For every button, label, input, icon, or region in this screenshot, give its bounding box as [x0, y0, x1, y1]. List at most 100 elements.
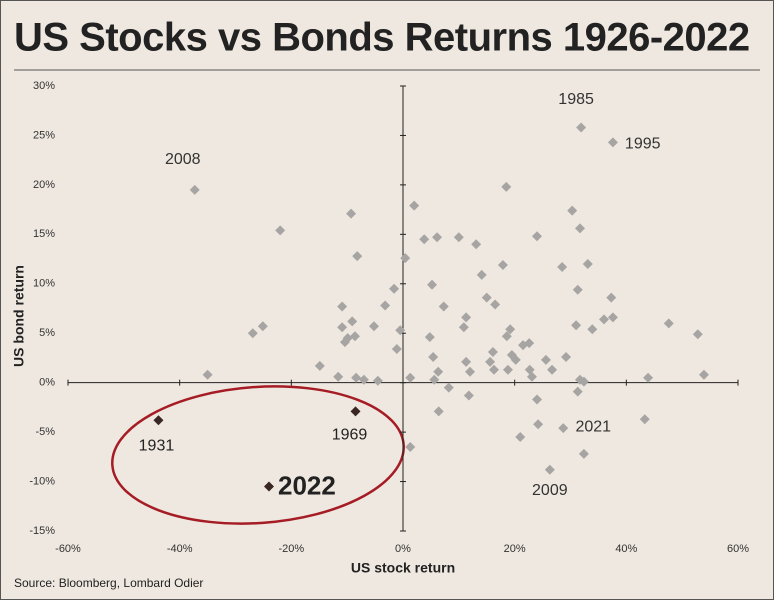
- y-tick-label: -15%: [29, 525, 55, 537]
- point: [427, 279, 438, 290]
- point: [561, 351, 572, 362]
- point: [189, 184, 200, 195]
- point: [257, 321, 268, 332]
- point: [524, 338, 535, 349]
- annotation: 2021: [575, 418, 611, 435]
- point: [643, 372, 654, 383]
- point: [571, 320, 582, 331]
- point: [333, 371, 344, 382]
- point: [540, 354, 551, 365]
- y-tick-label: 25%: [33, 129, 55, 141]
- point: [576, 122, 587, 133]
- annotation: 1985: [558, 91, 594, 108]
- point: [405, 441, 416, 452]
- point: [587, 324, 598, 335]
- point: [358, 374, 369, 385]
- highlight-label: 1969: [332, 427, 368, 444]
- point: [405, 372, 416, 383]
- x-tick-label: -20%: [278, 543, 304, 555]
- point: [389, 283, 400, 294]
- point: [663, 318, 674, 329]
- point: [372, 375, 383, 386]
- point: [337, 301, 348, 312]
- point: [275, 225, 286, 236]
- point: [424, 332, 435, 343]
- point: [578, 376, 589, 387]
- point: [599, 314, 609, 325]
- point: [346, 208, 357, 219]
- point: [476, 269, 487, 280]
- point: [419, 234, 430, 245]
- point: [485, 356, 496, 367]
- point: [433, 366, 444, 377]
- point: [337, 322, 348, 333]
- point: [351, 372, 362, 383]
- point: [458, 322, 469, 333]
- point: [487, 347, 498, 358]
- point: [433, 406, 444, 417]
- x-tick-label: -40%: [167, 543, 193, 555]
- annotation: 2009: [532, 482, 568, 499]
- point: [572, 284, 583, 295]
- x-tick-label: 40%: [615, 543, 637, 555]
- point: [202, 369, 213, 380]
- point: [558, 423, 569, 434]
- point: [532, 231, 542, 242]
- point: [505, 324, 516, 335]
- point: [567, 205, 578, 216]
- y-tick-label: 15%: [33, 228, 55, 240]
- point: [533, 419, 544, 430]
- point: [409, 200, 420, 211]
- point: [502, 364, 513, 375]
- x-tick-label: 0%: [395, 543, 411, 555]
- point: [391, 344, 402, 355]
- point: [490, 299, 501, 310]
- point: [582, 259, 593, 269]
- y-tick-label: 0%: [39, 377, 55, 389]
- y-tick-label: -5%: [35, 426, 55, 438]
- point: [461, 356, 472, 367]
- y-tick-label: 30%: [33, 80, 55, 92]
- point: [572, 386, 583, 397]
- annotation: 2008: [165, 151, 201, 168]
- point: [547, 364, 558, 375]
- point: [347, 316, 358, 327]
- highlight-point: [153, 415, 164, 426]
- point: [481, 292, 492, 303]
- point: [510, 354, 521, 365]
- point: [465, 366, 475, 377]
- point: [349, 331, 360, 342]
- point: [501, 331, 512, 342]
- y-tick-label: 20%: [33, 179, 55, 191]
- point: [432, 232, 443, 243]
- point: [471, 239, 482, 250]
- point: [692, 329, 703, 340]
- point: [578, 448, 589, 459]
- highlight-point: [350, 406, 361, 417]
- point: [544, 464, 555, 475]
- point: [698, 369, 709, 380]
- point: [526, 371, 537, 382]
- point: [395, 325, 406, 336]
- y-tick-label: -10%: [29, 475, 55, 487]
- point: [380, 300, 391, 311]
- point: [497, 259, 508, 270]
- highlight-point: [264, 481, 274, 492]
- point: [639, 414, 650, 425]
- point: [489, 364, 500, 375]
- point: [515, 432, 526, 443]
- point: [443, 382, 454, 393]
- point: [368, 321, 379, 332]
- point: [342, 333, 353, 344]
- x-tick-label: 60%: [727, 543, 749, 555]
- y-tick-label: 5%: [39, 327, 55, 339]
- point: [607, 312, 618, 323]
- x-tick-label: -60%: [55, 543, 81, 555]
- point: [438, 301, 449, 312]
- y-tick-label: 10%: [33, 278, 55, 290]
- point: [607, 137, 618, 148]
- point: [463, 390, 474, 401]
- point: [557, 261, 568, 272]
